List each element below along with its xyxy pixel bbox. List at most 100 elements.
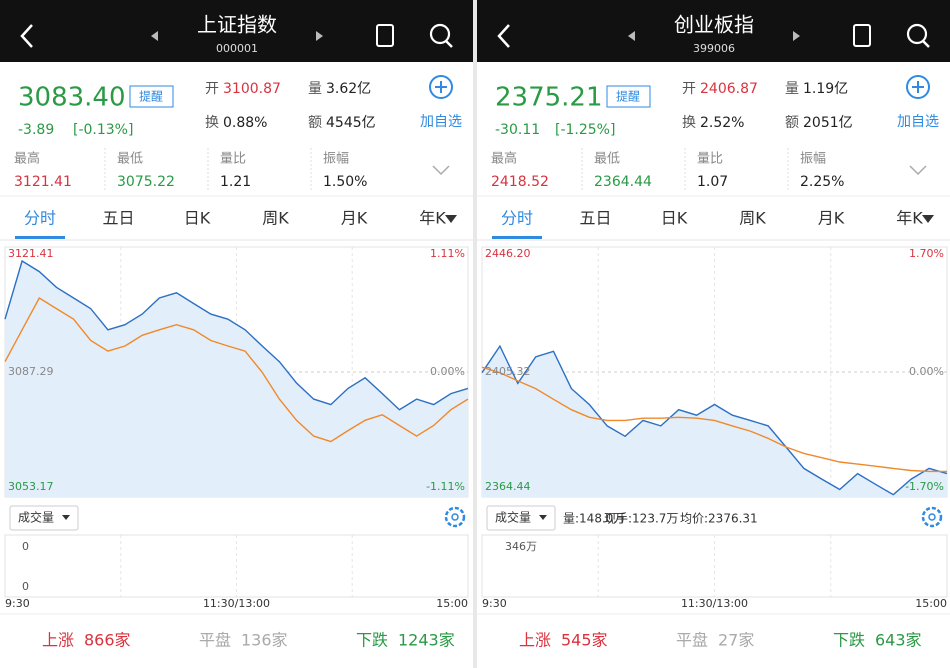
code: 000001: [216, 42, 258, 55]
footer-value: 1243家: [398, 631, 455, 650]
settings-core: [928, 513, 936, 521]
tab[interactable]: 周K: [262, 209, 289, 228]
volume-info: 现手:123.7万: [604, 512, 678, 526]
range-label: 最高: [491, 151, 517, 167]
tab-underline: [15, 236, 65, 239]
next-button[interactable]: [316, 31, 323, 41]
stat-value: 1.19亿: [803, 81, 848, 97]
volume-button[interactable]: [486, 505, 556, 531]
range-value: 1.50%: [323, 174, 367, 190]
stat-label: 量: [308, 81, 322, 97]
stat-value: 2406.87: [700, 81, 758, 97]
add-plus: [435, 81, 447, 93]
price-axis-label: 3053.17: [8, 480, 54, 493]
tab[interactable]: 五日: [102, 209, 134, 228]
search-icon[interactable]: [906, 23, 928, 45]
stat-label: 换: [682, 114, 696, 131]
panel: 创业板指 399006 2375.21 提醒 -30.11 [-1.25%] 开 2406.8…: [477, 0, 950, 668]
pct-axis-label: 1.11%: [430, 247, 465, 260]
add-icon[interactable]: [906, 75, 930, 99]
prev-button[interactable]: [151, 31, 158, 41]
footer-value: 866家: [84, 631, 131, 650]
time-label: 15:00: [436, 597, 468, 610]
range-value: 1.07: [697, 174, 728, 190]
back-button[interactable]: [20, 24, 33, 48]
change-pct: [-1.25%]: [555, 122, 615, 138]
search-icon[interactable]: [429, 23, 451, 45]
stat-label: 开: [205, 81, 219, 97]
price-area: [5, 261, 468, 497]
price-area: [482, 346, 947, 497]
add-label[interactable]: 加自选: [897, 114, 939, 130]
change-pct: [-0.13%]: [73, 122, 133, 138]
prev-button[interactable]: [628, 31, 635, 41]
switch-icon[interactable]: [376, 24, 394, 47]
tab[interactable]: 年K: [419, 209, 446, 228]
average-line: [481, 366, 947, 473]
range-value: 2364.44: [594, 174, 652, 190]
footer-value: 643家: [875, 631, 922, 650]
price-line: [481, 344, 948, 496]
tab[interactable]: 月K: [818, 209, 845, 228]
volume-label[interactable]: 成交量: [18, 510, 54, 525]
pct-axis-label: -1.70%: [905, 480, 944, 493]
time-label: 9:30: [482, 597, 507, 610]
add-label[interactable]: 加自选: [420, 114, 462, 130]
tab[interactable]: 分时: [24, 209, 56, 228]
range-label: 最低: [117, 152, 143, 167]
expand-icon[interactable]: [909, 165, 927, 176]
footer-value: 136家: [241, 631, 288, 650]
range-value: 2418.52: [491, 174, 549, 190]
remind[interactable]: 提醒: [616, 89, 640, 104]
stat-label: 额: [308, 115, 322, 131]
tab-underline: [492, 236, 542, 239]
range-label: 振幅: [323, 152, 349, 167]
settings-icon[interactable]: [921, 506, 943, 528]
expand-icon[interactable]: [432, 165, 450, 176]
switch-icon[interactable]: [853, 24, 871, 47]
tab[interactable]: 日K: [661, 209, 688, 228]
time-label: 9:30: [5, 597, 30, 610]
settings-icon[interactable]: [444, 506, 466, 528]
footer-label: 下跌: [356, 631, 388, 650]
volume-label[interactable]: 成交量: [495, 510, 531, 525]
tab[interactable]: 年K: [896, 209, 923, 228]
stat-label: 量: [785, 81, 799, 97]
header: [0, 0, 473, 62]
stat-value: 3.62亿: [326, 81, 371, 97]
remind-box[interactable]: [129, 85, 174, 108]
time-label: 15:00: [915, 597, 947, 610]
time-label: 11:30/13:00: [681, 597, 748, 610]
volume-dropdown: [62, 515, 70, 520]
add-icon[interactable]: [429, 75, 453, 99]
tab[interactable]: 月K: [341, 209, 368, 228]
footer-label: 上涨: [42, 631, 74, 650]
volume-dropdown: [539, 515, 547, 520]
stat-value: 2051亿: [803, 115, 853, 131]
back-button[interactable]: [497, 24, 510, 48]
tab[interactable]: 五日: [579, 209, 611, 228]
tab-dropdown: [445, 215, 457, 223]
add-plus: [912, 81, 924, 93]
panel: 上证指数 000001 3083.40 提醒 -3.89 [-0.13%] 开 3100.87…: [0, 0, 473, 668]
range-value: 2.25%: [800, 174, 844, 190]
footer-label: 上涨: [519, 631, 551, 650]
stat-value: 3100.87: [223, 81, 281, 97]
volume-button[interactable]: [9, 505, 79, 531]
tab[interactable]: 日K: [184, 209, 211, 228]
volume-axis-label: 0: [22, 580, 29, 593]
tab[interactable]: 周K: [739, 209, 766, 228]
footer-value: 27家: [718, 631, 754, 650]
stat-value: 0.88%: [223, 115, 267, 131]
volume-axis-label: 346万: [505, 540, 537, 553]
price: 3083.40: [18, 83, 126, 113]
code: 399006: [693, 42, 735, 55]
price-axis-label: 2405.32: [485, 365, 531, 378]
remind[interactable]: 提醒: [139, 89, 163, 104]
next-button[interactable]: [793, 31, 800, 41]
pct-axis-label: 0.00%: [909, 365, 944, 378]
remind-box[interactable]: [606, 85, 651, 108]
title: 上证指数: [197, 13, 277, 37]
tab[interactable]: 分时: [501, 209, 533, 228]
